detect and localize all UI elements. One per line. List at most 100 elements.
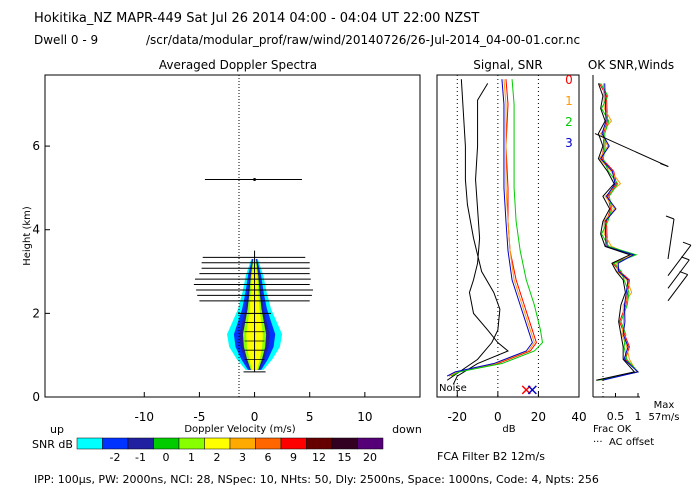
- spectra-ylabel: Height (km): [22, 206, 33, 266]
- signal-noise-label: Noise: [439, 383, 467, 394]
- winds-series-label-2: 2: [565, 115, 573, 129]
- snr-legend-tick: 3: [239, 451, 246, 464]
- spectra-spread-dot: [253, 178, 257, 182]
- winds-max-value: 57m/s: [648, 412, 679, 423]
- signal-series-snr-2: [450, 79, 544, 377]
- snr-legend-swatch: [331, 437, 358, 450]
- signal-series-snr-1: [448, 79, 535, 377]
- snr-legend-swatch: [76, 437, 103, 450]
- winds-series-label-0: 0: [565, 73, 573, 87]
- header-title: Hokitika_NZ MAPR-449 Sat Jul 26 2014 04:…: [34, 11, 480, 26]
- snr-legend-tick: 20: [363, 451, 377, 464]
- spectra-xtick-label: -10: [134, 410, 154, 424]
- snr-legend-swatch: [255, 437, 282, 450]
- winds-ok-profile-1: [598, 83, 638, 381]
- winds-series-labels: 0 1 2 3: [565, 73, 573, 150]
- winds-ok-profile-0: [596, 83, 640, 381]
- winds-xticks: 0.5 1: [607, 393, 642, 423]
- winds-barb: [594, 133, 669, 167]
- winds-barb-feather: [660, 163, 669, 167]
- spectra-up-label: up: [50, 423, 64, 436]
- snr-legend-tick: -2: [110, 451, 121, 464]
- signal-title: Signal, SNR: [473, 58, 542, 72]
- snr-legend-tick: 12: [312, 451, 326, 464]
- winds-barb: [667, 274, 689, 302]
- snr-legend-tick: 6: [265, 451, 272, 464]
- signal-xtick-label: -20: [447, 410, 467, 424]
- signal-series-signal: [452, 83, 509, 385]
- snr-legend: SNR dB -2 -1 0 1 2 3 6 9 12 15 20: [32, 437, 384, 464]
- signal-series-signal-2: [446, 79, 501, 381]
- footer-filter: FCA Filter B2 12m/s: [437, 450, 545, 463]
- snr-legend-swatch: [127, 437, 154, 450]
- winds-series-label-3: 3: [565, 136, 573, 150]
- spectra-down-label: down: [392, 423, 422, 436]
- spectra-frame: [44, 74, 421, 398]
- snr-legend-swatch: [306, 437, 333, 450]
- snr-legend-tick: 15: [338, 451, 352, 464]
- signal-series: [446, 79, 544, 385]
- footer-params: IPP: 100µs, PW: 2000ns, NCI: 28, NSpec: …: [34, 473, 599, 486]
- winds-barb: [667, 259, 690, 289]
- spectra-ytick-label: 0: [32, 390, 40, 404]
- winds-barbs: [594, 133, 692, 302]
- spectra-xtick-label: 0: [251, 410, 259, 424]
- snr-legend-tick: 0: [163, 451, 170, 464]
- spectra-xtick-label: 5: [306, 410, 314, 424]
- signal-noise-marker: [527, 385, 537, 395]
- spectra-bars: [193, 178, 314, 373]
- snr-legend-swatch: [102, 437, 129, 450]
- header-path: /scr/data/modular_prof/raw/wind/20140726…: [146, 33, 581, 47]
- winds-barb-feather: [682, 241, 692, 246]
- winds-ok-profile-3: [600, 83, 640, 381]
- winds-barb-feather: [681, 256, 690, 261]
- spectra-ytick-label: 6: [32, 139, 40, 153]
- spectra-xlabel: Doppler Velocity (m/s): [184, 424, 295, 435]
- signal-series-snr-0: [448, 79, 537, 377]
- winds-xtick-label: 1: [635, 410, 642, 423]
- signal-grid: [456, 75, 539, 397]
- spectra-yticks: 0 2 4 6: [32, 139, 50, 404]
- header-dwell: Dwell 0 - 9: [34, 33, 99, 47]
- winds-ok-profile-2: [598, 83, 639, 381]
- snr-legend-swatch: [178, 437, 205, 450]
- snr-legend-swatch: [204, 437, 231, 450]
- signal-xlabel: dB: [502, 424, 515, 435]
- spectra-panel: Averaged Doppler Spectra -10 -5 0 5 10 0246 …: [22, 58, 422, 436]
- winds-barb-feather: [679, 271, 688, 276]
- signal-noise-markers: [521, 385, 537, 395]
- snr-legend-swatch: [280, 437, 307, 450]
- winds-ac-offset-dots: ···: [593, 437, 603, 448]
- snr-legend-ticks: -2 -1 0 1 2 3 6 9 12 15 20: [110, 451, 377, 464]
- signal-xtick-label: 40: [571, 410, 586, 424]
- winds-ok-profile-black: [596, 83, 636, 381]
- signal-panel: Signal, SNR -20 0 20 40 Noise dB: [436, 58, 587, 435]
- spectra-xtick-label: -5: [193, 410, 205, 424]
- spectra-xticks: -10 -5 0 5 10: [134, 392, 372, 424]
- snr-legend-swatch: [229, 437, 256, 450]
- winds-frac-ok-label: Frac OK: [593, 424, 632, 435]
- winds-title: OK SNR,Winds: [588, 58, 674, 72]
- winds-barb: [667, 218, 675, 260]
- snr-legend-tick: 2: [214, 451, 221, 464]
- signal-xtick-label: 0: [494, 410, 502, 424]
- signal-xtick-label: 20: [531, 410, 546, 424]
- winds-barb: [667, 244, 692, 277]
- spectra-title: Averaged Doppler Spectra: [159, 58, 317, 72]
- snr-legend-tick: -1: [135, 451, 146, 464]
- winds-max-label: Max: [654, 400, 675, 411]
- winds-ac-offset-label: AC offset: [609, 437, 654, 448]
- snr-legend-tick: 9: [290, 451, 297, 464]
- spectra-ytick-label: 2: [32, 306, 40, 320]
- snr-legend-label: SNR dB: [32, 438, 73, 451]
- winds-ok-profiles: [596, 83, 640, 381]
- winds-xtick-label: 0.5: [607, 410, 625, 423]
- winds-series-label-1: 1: [565, 94, 573, 108]
- signal-frame: [436, 74, 580, 398]
- snr-legend-swatches: [76, 437, 384, 450]
- signal-series-snr-3: [446, 79, 533, 377]
- snr-legend-swatch: [153, 437, 180, 450]
- winds-barb-feather: [665, 215, 675, 220]
